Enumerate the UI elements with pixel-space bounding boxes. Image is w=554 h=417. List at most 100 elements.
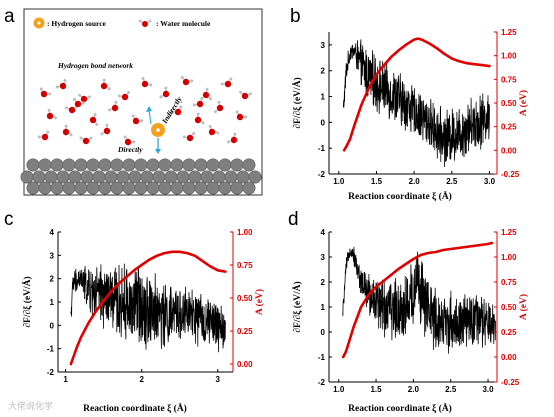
indirect-arrow [148,109,152,125]
surface-atom [50,158,64,172]
y-left-tick-label-c: 2 [50,275,55,284]
surface-atom [176,170,190,184]
surface-atom [44,170,58,184]
surface-atom [26,181,40,195]
chart-c: 1 2 3 -2 -1 0 1 2 3 4 0.00 0.25 0.50 0.75 1.00 Reaction… [21,228,265,414]
y-right-tick-label-d: -0.25 [501,378,520,387]
y-left-tick-label-d: -1 [318,353,326,362]
chart-b: 1.0 1.5 2.0 2.5 3.0 -2 -1 0 1 2 3 -0.25 0.00 0.25 0.50… [291,28,529,202]
water-molecule [239,90,252,100]
surface-atom [206,158,220,172]
y-right-label-d: A (eV) [518,294,529,320]
y-right-tick-label-c: 0.00 [237,360,253,369]
water-molecule [182,131,196,142]
surface-atom [122,181,136,195]
y-right-tick-label-d: 0.25 [501,328,517,337]
water-molecule [170,105,183,116]
y-left-tick-label-c: 0 [50,321,55,330]
surface-atom [62,181,76,195]
water-molecule [192,96,204,108]
water-molecule [226,132,238,144]
surface-atom [122,158,136,172]
surface-atom [170,158,184,172]
y-left-tick-label-c: -1 [47,345,55,354]
surface-atom [212,170,226,184]
y-left-label-b: ∂F/∂ξ (eV/Å) [291,77,303,128]
surface-atom [194,158,208,172]
surface-atom [26,158,40,172]
y-left-tick-label-c: 1 [50,298,55,307]
metal-surface [20,158,262,195]
y-right-tick-label-d: 0.00 [501,353,517,362]
surface-atom [158,158,172,172]
x-axis-label-d: Reaction coordinate ξ (Å) [348,402,452,414]
y-right-label-c: A (eV) [254,289,265,315]
surface-atom [158,181,172,195]
x-tick-label-d: 1.0 [333,385,345,394]
surface-atom [146,158,160,172]
water-molecule [37,130,50,141]
y-left-tick-label-b: -1 [318,144,326,153]
x-axis-label-b: Reaction coordinate ξ (Å) [348,190,452,202]
x-tick-label-d: 3.0 [482,385,494,394]
panel-letter-c: c [4,209,14,230]
water-molecule-legend-icon [138,19,152,27]
y-left-tick-label-d: 2 [321,278,326,287]
x-tick-label-b: 2.5 [446,177,458,186]
surface-atom [140,170,154,184]
surface-atom [110,181,124,195]
surface-atom [134,158,148,172]
surface-atom [98,158,112,172]
surface-atom [20,170,34,184]
water-molecule [180,75,194,86]
y-left-tick-label-c: -2 [47,368,55,377]
y-right-tick-label-b: 1.25 [501,28,517,37]
x-tick-label-c: 1 [63,375,68,384]
legend-water-label: : Water molecule [156,19,211,28]
x-tick-label-c: 3 [216,375,221,384]
water-molecule [62,124,73,137]
surface-atom [68,170,82,184]
water-molecule [235,110,248,121]
surface-atom [110,158,124,172]
y-left-tick-label-b: -2 [318,170,326,179]
surface-atom [74,181,88,195]
y-right-label-b: A (eV) [518,90,529,116]
x-tick-label-d: 2.5 [445,385,457,394]
water-molecule [39,87,52,98]
panel-letter-b: b [290,6,301,27]
y-right-tick-label-d: 1.25 [501,228,517,237]
y-right-tick-label-b: -0.25 [501,170,520,179]
water-molecule [202,87,213,101]
y-right-tick-label-d: 0.75 [501,278,517,287]
series-d-force [342,246,496,354]
y-right-tick-label-c: 1.00 [237,228,253,237]
plots-group: 1.0 1.5 2.0 2.5 3.0 -2 -1 0 1 2 3 -0.25 0.00 0.25 0.50… [21,28,529,414]
legend-hydrogen-label: : Hydrogen source [47,19,107,28]
y-right-tick-label-d: 1.00 [501,253,517,262]
water-molecule [100,78,111,91]
surface-atom [194,181,208,195]
series-b-force [342,39,490,168]
y-right-tick-label-c: 0.75 [237,261,253,270]
series-c-force [70,263,226,353]
surface-atom [38,158,52,172]
x-tick-label-b: 1.0 [333,177,345,186]
water-molecule [55,78,67,90]
y-left-label-d: ∂F/∂ξ (eV/Å) [291,281,303,332]
surface-atom [104,170,118,184]
surface-atom [182,158,196,172]
surface-atom [230,158,244,172]
surface-atom [98,181,112,195]
surface-atom [74,158,88,172]
surface-atom [170,181,184,195]
y-right-tick-label-d: 0.50 [501,303,517,312]
y-left-tick-label-b: 3 [321,41,326,50]
series-d-free-energy [341,241,494,359]
surface-atom [224,170,238,184]
y-left-tick-label-b: 1 [321,93,326,102]
y-left-tick-label-d: 0 [321,328,326,337]
panel-letter-a: a [4,6,15,27]
water-molecule [194,112,205,125]
y-right-tick-label-c: 0.25 [237,327,253,336]
